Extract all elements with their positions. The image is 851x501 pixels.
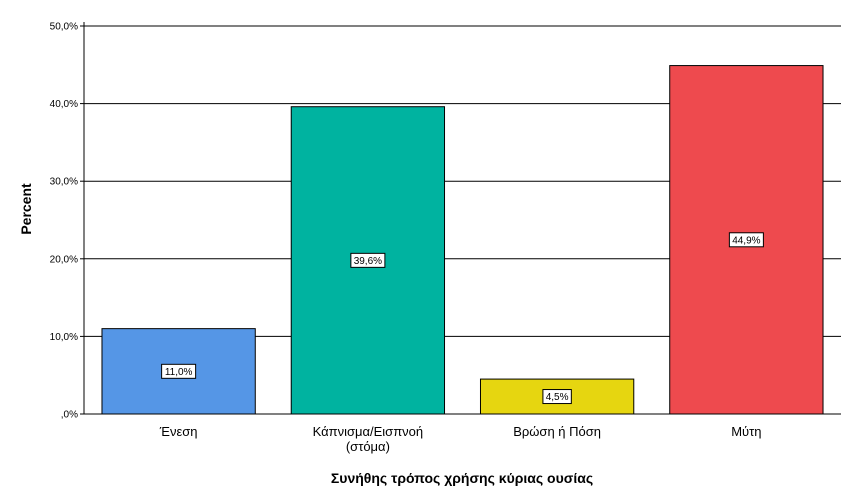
x-axis-title: Συνήθης τρόπος χρήσης κύριας ουσίας [331, 470, 593, 486]
x-tick-label: Ένεση [159, 424, 198, 439]
data-label: 39,6% [354, 256, 382, 267]
x-tick-label: Βρώση ή Πόση [513, 424, 601, 439]
x-tick-label: Κάπνισμα/Εισπνοή (στόμα) [313, 424, 424, 454]
y-tick-label: ,0% [61, 410, 78, 421]
y-tick-label: 50,0% [50, 22, 78, 33]
labels: ,0% 10,0% 20,0% 30,0% 40,0% 50,0% 11,0% Ένεση 39… [50, 22, 764, 454]
y-tick-label: 30,0% [50, 177, 78, 188]
data-label-box [350, 252, 386, 268]
y-tick-label: 40,0% [50, 99, 78, 110]
axes [80, 22, 841, 415]
data-label-box [161, 363, 197, 379]
data-label-box [542, 389, 572, 405]
data-label: 11,0% [165, 367, 193, 378]
data-label-box [728, 232, 764, 248]
y-tick-label: 20,0% [50, 254, 78, 265]
y-axis-title: Percent [18, 183, 34, 235]
data-label: 44,9% [732, 235, 760, 246]
x-tick-label: Μύτη [731, 424, 761, 439]
data-label: 4,5% [546, 392, 569, 403]
bars [101, 65, 824, 415]
y-tick-label: 10,0% [50, 332, 78, 343]
